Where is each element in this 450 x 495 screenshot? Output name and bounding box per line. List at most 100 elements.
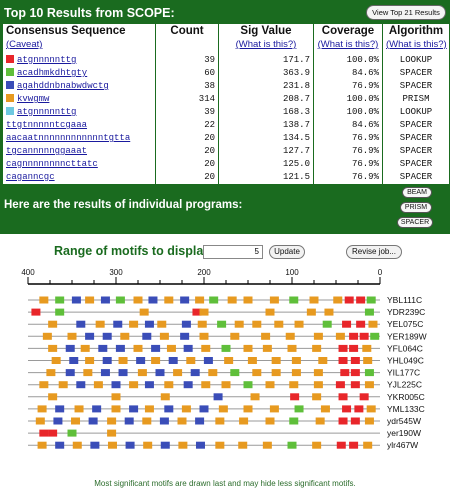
motif-block — [338, 393, 348, 401]
beam-button[interactable]: BEAM — [402, 187, 432, 198]
motif-block — [111, 393, 121, 401]
motif-block — [48, 320, 58, 328]
count-cell: 20 — [156, 132, 218, 145]
motif-block — [129, 381, 139, 389]
motif-block — [290, 393, 300, 401]
motif-block — [287, 441, 297, 449]
count-cell: 20 — [156, 171, 218, 184]
sig-help-link[interactable]: (What is this?) — [219, 39, 313, 51]
table-row: atgnnnnnttg 39 171.7 100.0% LOOKUP — [3, 54, 449, 67]
gene-label: YHL049C — [387, 356, 424, 366]
motif-block — [85, 357, 95, 364]
prism-button[interactable]: PRISM — [400, 202, 432, 213]
consensus-link[interactable]: atgnnnnnttg — [17, 107, 77, 117]
view-top21-button[interactable]: View Top 21 Results — [366, 5, 446, 20]
consensus-link[interactable]: kvwgmw — [17, 94, 50, 104]
algorithm-cell: SPACER — [383, 145, 449, 158]
motif-block — [190, 369, 200, 377]
motif-block — [324, 308, 334, 316]
motif-block — [359, 393, 369, 401]
motif-block — [85, 296, 95, 304]
consensus-link[interactable]: tgcannnnnggaaat — [6, 146, 88, 156]
motif-block — [201, 381, 211, 389]
caveat-link[interactable]: (Caveat) — [3, 39, 155, 51]
motif-block — [335, 381, 345, 389]
table-row: aacaatnnnnnnnnnnnntgtta 20 134.5 76.9% SPACE… — [3, 132, 449, 145]
motif-block — [368, 320, 378, 328]
motif-block — [306, 308, 316, 316]
motif-block — [243, 296, 253, 304]
motif-block — [180, 332, 190, 340]
tick-label: 100 — [285, 268, 299, 277]
count-subheader — [156, 39, 218, 51]
motif-block — [100, 369, 110, 377]
motif-block — [294, 320, 304, 328]
coverage-cell: 100.0% — [314, 54, 382, 67]
motif-block — [142, 417, 152, 425]
table-row: kvwgmw 314 208.7 100.0% PRISM — [3, 93, 449, 106]
consensus-link[interactable]: agahddnbnabwdwctg — [17, 81, 109, 91]
motif-block — [333, 296, 343, 304]
motif-block — [218, 405, 228, 413]
algorithm-help-link[interactable]: (What is this?) — [383, 39, 449, 51]
sig-value-cell: 231.8 — [219, 80, 313, 93]
tick-label: 200 — [197, 268, 211, 277]
revise-job-button[interactable]: Revise job... — [346, 245, 402, 259]
motif-block — [362, 344, 372, 352]
motif-block — [192, 308, 202, 316]
motif-block — [183, 344, 193, 352]
motif-block — [177, 417, 187, 425]
consensus-link[interactable]: cagnnnnnnnncttatc — [6, 159, 98, 169]
motif-block — [340, 369, 350, 377]
coverage-cell: 76.9% — [314, 171, 382, 184]
consensus-link[interactable]: ttgtnnnnntcgaaa — [6, 120, 88, 130]
coverage-help-link[interactable]: (What is this?) — [314, 39, 382, 51]
motif-block — [144, 320, 154, 328]
motif-color-swatch — [6, 81, 14, 89]
table-row: atgnnnnnttg 39 168.3 100.0% LOOKUP — [3, 106, 449, 119]
motif-block — [342, 405, 352, 413]
motif-block — [213, 393, 223, 401]
consensus-link[interactable]: aacaatnnnnnnnnnnnntgtta — [6, 133, 131, 143]
motif-block — [342, 320, 352, 328]
table-row: acadhmkdhtgty 60 363.9 84.6% SPACER — [3, 67, 449, 80]
motif-block — [160, 393, 170, 401]
motif-block — [35, 417, 45, 425]
motif-block — [350, 357, 360, 364]
motif-block — [363, 441, 373, 449]
spacer-button[interactable]: SPACER — [397, 217, 433, 228]
motif-block — [313, 332, 323, 340]
footnote: Most significant motifs are drawn last a… — [94, 479, 356, 488]
consensus-link[interactable]: acadhmkdhtgty — [17, 68, 88, 78]
update-button[interactable]: Update — [269, 245, 305, 259]
gene-label: YFL064C — [387, 343, 423, 353]
range-input[interactable]: 5 — [203, 245, 263, 259]
motif-block — [312, 344, 322, 352]
motif-block — [271, 357, 281, 364]
motif-block — [201, 344, 211, 352]
count-cell: 314 — [156, 93, 218, 106]
motif-block — [155, 369, 165, 377]
coverage-cell: 84.6% — [314, 67, 382, 80]
consensus-link[interactable]: atgnnnnnttg — [17, 55, 77, 65]
algorithm-cell: SPACER — [383, 67, 449, 80]
motif-block — [164, 296, 174, 304]
motif-block — [221, 344, 231, 352]
consensus-link[interactable]: caganncgc — [6, 172, 55, 182]
table-spacer — [3, 51, 449, 54]
range-label: Range of motifs to display: — [54, 244, 215, 258]
count-cell: 60 — [156, 67, 218, 80]
motif-block — [366, 296, 376, 304]
motif-block — [93, 381, 103, 389]
motif-block — [195, 441, 205, 449]
header-coverage: Coverage — [314, 24, 382, 39]
gene-label: YIL177C — [387, 368, 420, 378]
table-row: ttgtnnnnntcgaaa 22 138.7 84.6% SPACER — [3, 119, 449, 132]
consensus-cell: cagnnnnnnnncttatc — [3, 158, 155, 171]
motif-block — [58, 381, 68, 389]
motif-block — [289, 417, 299, 425]
motif-block — [364, 417, 374, 425]
motif-block — [359, 332, 369, 340]
motif-block — [71, 417, 81, 425]
motif-block — [199, 308, 209, 316]
